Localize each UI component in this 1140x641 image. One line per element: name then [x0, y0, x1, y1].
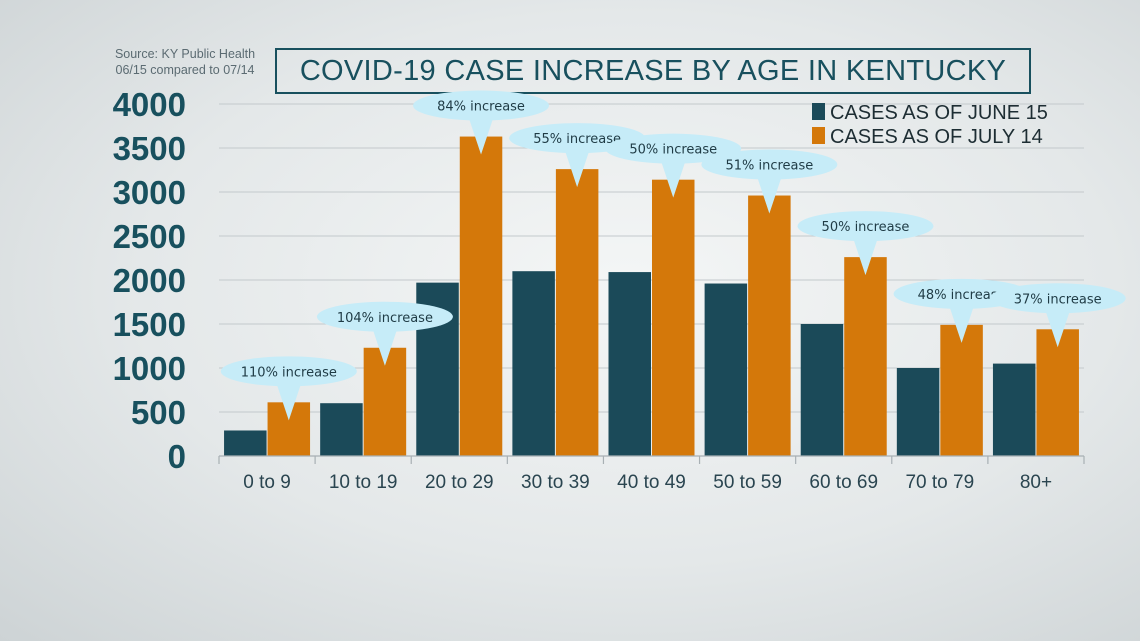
bar-july-14	[652, 179, 695, 456]
callout-text: 48% increase	[918, 288, 1006, 303]
callout-pointer	[1044, 308, 1071, 348]
bar-july-14	[555, 169, 599, 456]
bar-july-14	[1036, 329, 1079, 456]
bar-july-14	[844, 257, 887, 456]
callout-pointer	[852, 236, 879, 276]
bar-june-15	[320, 403, 363, 456]
increase-callout: 104% increase	[316, 301, 453, 366]
legend-label: CASES AS OF JUNE 15	[830, 102, 1048, 124]
bar-july-14	[459, 136, 503, 456]
increase-callout: 37% increase	[989, 283, 1126, 348]
x-tick-label: 20 to 29	[425, 472, 494, 493]
y-tick-label: 3000	[113, 174, 186, 211]
bar-june-15	[800, 324, 844, 456]
legend-swatch	[812, 127, 825, 144]
chart-title-box: COVID-19 CASE INCREASE BY AGE IN KENTUCK…	[275, 48, 1031, 94]
increase-callout: 84% increase	[413, 90, 550, 155]
x-tick-label: 70 to 79	[905, 472, 974, 493]
callout-pointer	[948, 303, 975, 343]
callout-bubble	[701, 149, 838, 180]
y-tick-label: 1500	[113, 306, 186, 343]
x-tick-label: 30 to 39	[521, 472, 590, 493]
y-axis-ticks: 0 500 1000 1500 2000 2500 3000 3500 4000	[113, 86, 186, 475]
x-tick-label: 40 to 49	[617, 472, 686, 493]
x-tick-label: 50 to 59	[713, 472, 782, 493]
x-tick-label: 80+	[1020, 472, 1052, 493]
callout-pointer	[371, 326, 398, 366]
callout-pointer	[275, 381, 302, 421]
callout-bubble	[989, 283, 1126, 314]
bar-june-15	[608, 272, 651, 456]
bar-july-14	[940, 324, 983, 456]
y-tick-label: 2500	[113, 218, 186, 255]
callout-bubble	[413, 90, 550, 121]
callout-text: 84% increase	[437, 100, 525, 115]
callout-text: 37% increase	[1014, 292, 1102, 307]
callout-bubble	[220, 356, 357, 387]
legend-swatch	[812, 103, 825, 120]
y-tick-label: 2000	[113, 262, 186, 299]
callout-pointer	[660, 158, 687, 198]
source-note: Source: KY Public Health 06/15 compared …	[100, 46, 270, 78]
x-tick-label: 0 to 9	[243, 472, 291, 493]
y-tick-label: 3500	[113, 130, 186, 167]
bar-june-15	[512, 271, 555, 456]
legend-item: CASES AS OF JULY 14	[812, 126, 1043, 148]
y-tick-label: 4000	[113, 86, 186, 123]
increase-callout: 51% increase	[701, 149, 838, 214]
callout-bubble	[797, 211, 934, 242]
callout-text: 55% increase	[533, 132, 621, 147]
x-axis: 0 to 9 10 to 19 20 to 29 30 to 39 40 to 49 50…	[218, 455, 1085, 493]
callout-pointer	[756, 174, 783, 214]
callout-pointer	[468, 115, 495, 155]
legend-label: CASES AS OF JULY 14	[830, 126, 1043, 148]
y-tick-label: 500	[131, 394, 186, 431]
x-tick-label: 10 to 19	[329, 472, 398, 493]
increase-callout: 110% increase	[220, 356, 357, 421]
callout-bubble	[605, 133, 742, 164]
y-tick-label: 1000	[113, 350, 186, 387]
source-line-2: 06/15 compared to 07/14	[115, 63, 255, 77]
increase-callout: 50% increase	[605, 133, 742, 198]
bar-june-15	[896, 368, 940, 456]
increase-callout: 50% increase	[797, 211, 934, 276]
callout-text: 50% increase	[822, 220, 910, 235]
bar-july-14	[363, 347, 407, 456]
chart-title: COVID-19 CASE INCREASE BY AGE IN KENTUCK…	[299, 54, 1007, 87]
source-line-1: Source: KY Public Health	[114, 47, 256, 61]
callout-bubble	[316, 301, 453, 332]
callout-text: 51% increase	[725, 159, 813, 174]
bar-june-15	[992, 363, 1036, 456]
callout-text: 50% increase	[629, 143, 717, 158]
legend-item: CASES AS OF JUNE 15	[812, 102, 1048, 124]
callout-text: 110% increase	[241, 365, 337, 380]
y-tick-label: 0	[168, 438, 186, 475]
bar-june-15	[704, 283, 748, 456]
x-tick-label: 60 to 69	[809, 472, 878, 493]
bar-june-15	[224, 430, 267, 456]
bar-july-14	[748, 195, 791, 456]
callout-text: 104% increase	[337, 311, 433, 326]
callout-pointer	[564, 148, 591, 188]
increase-callouts: 110% increase 104% increase 84% increase 55…	[220, 90, 1126, 421]
